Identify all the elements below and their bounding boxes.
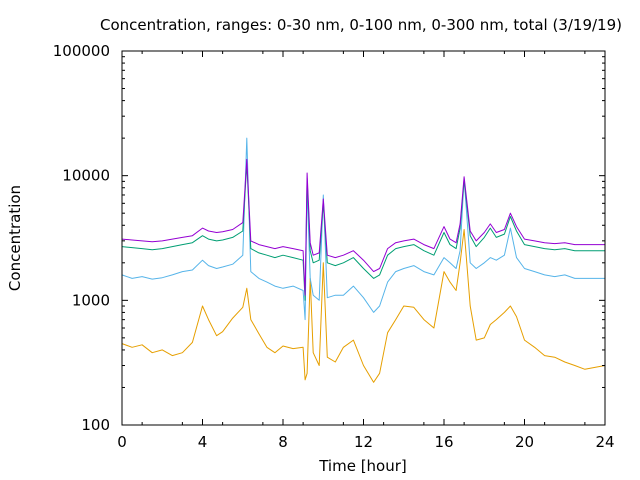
x-tick-label: 8 — [278, 433, 288, 451]
series-line-4 — [121, 158, 605, 296]
series-line-2 — [121, 137, 605, 321]
y-tick-label: 100000 — [53, 42, 110, 60]
x-axis-label: Time [hour] — [318, 457, 407, 475]
y-tick-label: 100 — [81, 416, 110, 434]
series-line-3 — [121, 163, 605, 301]
y-tick-label: 10000 — [62, 167, 110, 185]
plot-frame — [121, 50, 606, 426]
x-tick-label: 12 — [354, 433, 373, 451]
series-line-1 — [121, 229, 606, 383]
x-tick-label: 16 — [434, 433, 453, 451]
chart-title: Concentration, ranges: 0-30 nm, 0-100 nm… — [100, 16, 622, 34]
x-tick-label: 20 — [515, 433, 534, 451]
x-tick-label: 0 — [117, 433, 127, 451]
y-tick-label: 1000 — [72, 291, 110, 309]
x-tick-label: 4 — [198, 433, 208, 451]
series-layer — [121, 137, 606, 383]
ticks-layer: 0 4 8 12 16 20 24 100 1000 10000 100000 — [53, 42, 615, 451]
x-tick-label: 24 — [595, 433, 614, 451]
y-axis-label: Concentration — [6, 185, 24, 291]
